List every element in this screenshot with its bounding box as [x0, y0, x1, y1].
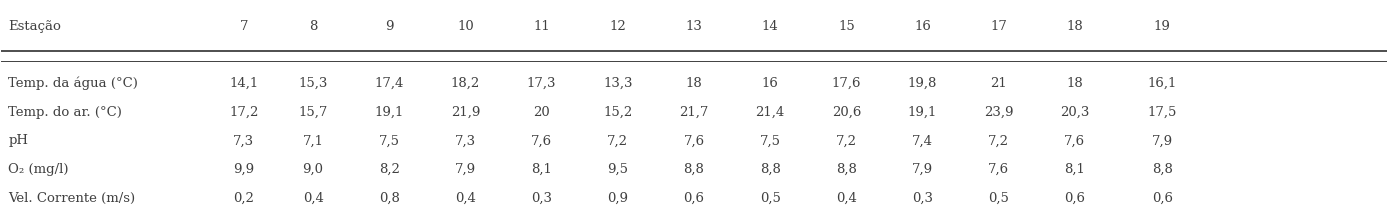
Text: 0,4: 0,4	[455, 192, 476, 205]
Text: 17: 17	[990, 20, 1008, 32]
Text: 0,4: 0,4	[303, 192, 323, 205]
Text: 19: 19	[1153, 20, 1170, 32]
Text: 8,8: 8,8	[1152, 163, 1173, 176]
Text: 0,9: 0,9	[608, 192, 629, 205]
Text: 18: 18	[686, 77, 702, 90]
Text: 7,6: 7,6	[532, 134, 552, 147]
Text: 0,6: 0,6	[683, 192, 705, 205]
Text: 8,8: 8,8	[836, 163, 856, 176]
Text: 19,8: 19,8	[908, 77, 937, 90]
Text: 8,2: 8,2	[379, 163, 400, 176]
Text: 10: 10	[457, 20, 473, 32]
Text: 18,2: 18,2	[451, 77, 480, 90]
Text: 0,2: 0,2	[233, 192, 254, 205]
Text: 7,2: 7,2	[608, 134, 629, 147]
Text: 0,5: 0,5	[988, 192, 1009, 205]
Text: 7,6: 7,6	[988, 163, 1009, 176]
Text: Vel. Corrente (m/s): Vel. Corrente (m/s)	[8, 192, 136, 205]
Text: 7,3: 7,3	[233, 134, 254, 147]
Text: 7,3: 7,3	[455, 134, 476, 147]
Text: 0,3: 0,3	[912, 192, 933, 205]
Text: 8: 8	[310, 20, 318, 32]
Text: 21,9: 21,9	[451, 106, 480, 119]
Text: 20,3: 20,3	[1060, 106, 1090, 119]
Text: 7,9: 7,9	[455, 163, 476, 176]
Text: Temp. da água (°C): Temp. da água (°C)	[8, 77, 139, 90]
Text: 15,2: 15,2	[604, 106, 633, 119]
Text: 19,1: 19,1	[375, 106, 404, 119]
Text: 8,1: 8,1	[1065, 163, 1085, 176]
Text: 17,3: 17,3	[527, 77, 557, 90]
Text: 9,5: 9,5	[608, 163, 629, 176]
Text: 8,8: 8,8	[683, 163, 705, 176]
Text: 23,9: 23,9	[984, 106, 1013, 119]
Text: 13: 13	[686, 20, 702, 32]
Text: 7,2: 7,2	[988, 134, 1009, 147]
Text: 0,4: 0,4	[836, 192, 856, 205]
Text: 7,9: 7,9	[912, 163, 933, 176]
Text: O₂ (mg/l): O₂ (mg/l)	[8, 163, 69, 176]
Text: 21,7: 21,7	[679, 106, 709, 119]
Text: 7,6: 7,6	[683, 134, 705, 147]
Text: 7,6: 7,6	[1065, 134, 1085, 147]
Text: 9,9: 9,9	[233, 163, 254, 176]
Text: 16,1: 16,1	[1148, 77, 1177, 90]
Text: 20,6: 20,6	[831, 106, 861, 119]
Text: 7,9: 7,9	[1152, 134, 1173, 147]
Text: 7,5: 7,5	[379, 134, 400, 147]
Text: 12: 12	[609, 20, 626, 32]
Text: 0,3: 0,3	[532, 192, 552, 205]
Text: 14: 14	[762, 20, 779, 32]
Text: 0,5: 0,5	[759, 192, 780, 205]
Text: 17,5: 17,5	[1148, 106, 1177, 119]
Text: 18: 18	[1066, 20, 1083, 32]
Text: 17,2: 17,2	[229, 106, 258, 119]
Text: 21: 21	[991, 77, 1008, 90]
Text: 7,1: 7,1	[303, 134, 323, 147]
Text: 15,7: 15,7	[298, 106, 328, 119]
Text: 14,1: 14,1	[229, 77, 258, 90]
Text: 0,6: 0,6	[1065, 192, 1085, 205]
Text: 15: 15	[838, 20, 855, 32]
Text: 9,0: 9,0	[303, 163, 323, 176]
Text: 0,8: 0,8	[379, 192, 400, 205]
Text: Estação: Estação	[8, 20, 61, 32]
Text: 7: 7	[240, 20, 248, 32]
Text: Temp. do ar. (°C): Temp. do ar. (°C)	[8, 106, 122, 119]
Text: 8,8: 8,8	[759, 163, 780, 176]
Text: 0,6: 0,6	[1152, 192, 1173, 205]
Text: 9: 9	[384, 20, 394, 32]
Text: 16: 16	[762, 77, 779, 90]
Text: 13,3: 13,3	[602, 77, 633, 90]
Text: 15,3: 15,3	[298, 77, 328, 90]
Text: 20: 20	[533, 106, 550, 119]
Text: 17,4: 17,4	[375, 77, 404, 90]
Text: 7,4: 7,4	[912, 134, 933, 147]
Text: 11: 11	[533, 20, 550, 32]
Text: 16: 16	[915, 20, 931, 32]
Text: 7,2: 7,2	[836, 134, 856, 147]
Text: 19,1: 19,1	[908, 106, 937, 119]
Text: 18: 18	[1066, 77, 1083, 90]
Text: 17,6: 17,6	[831, 77, 861, 90]
Text: pH: pH	[8, 134, 28, 147]
Text: 7,5: 7,5	[759, 134, 780, 147]
Text: 8,1: 8,1	[532, 163, 552, 176]
Text: 21,4: 21,4	[755, 106, 784, 119]
